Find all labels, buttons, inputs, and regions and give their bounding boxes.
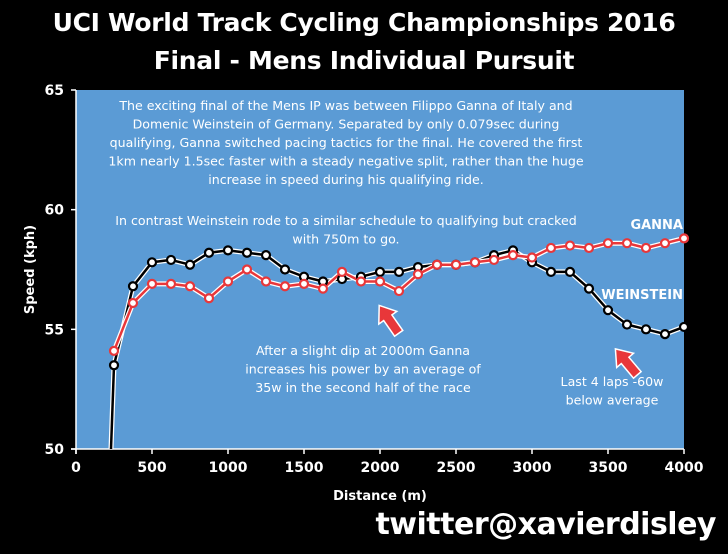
y-tick-label: 65 bbox=[45, 83, 64, 99]
ganna-point bbox=[260, 276, 272, 287]
annotation-intro: 1km nearly 1.5sec faster with a steady n… bbox=[108, 154, 583, 169]
annotation-laps: below average bbox=[566, 393, 659, 408]
annotation-dip: After a slight dip at 2000m Ganna bbox=[256, 343, 470, 358]
weinstein-point bbox=[678, 321, 690, 333]
x-tick-label: 3500 bbox=[589, 460, 628, 476]
chart-title-line1: UCI World Track Cycling Championships 20… bbox=[52, 8, 676, 37]
x-tick-label: 1000 bbox=[209, 460, 248, 476]
x-tick-label: 0 bbox=[71, 460, 81, 476]
weinstein-point bbox=[374, 266, 386, 277]
weinstein-point bbox=[545, 266, 557, 277]
ganna-point bbox=[336, 266, 348, 277]
annotation-intro: qualifying, Ganna switched pacing tactic… bbox=[110, 135, 583, 150]
y-axis-label: Speed (kph) bbox=[23, 225, 38, 314]
annotation-intro: Domenic Weinstein of Germany. Separated … bbox=[133, 117, 560, 132]
annotation-laps: Last 4 laps -60w bbox=[561, 374, 664, 389]
ganna-point bbox=[678, 233, 690, 244]
ganna-point bbox=[412, 269, 424, 280]
weinstein-point bbox=[260, 250, 272, 261]
x-axis-label: Distance (m) bbox=[333, 489, 427, 504]
x-tick-label: 500 bbox=[137, 460, 166, 476]
ganna-point bbox=[374, 276, 386, 287]
ganna-point bbox=[545, 242, 557, 254]
credit-text: twitter@xavierdisley bbox=[375, 507, 716, 542]
chart-title-line2: Final - Mens Individual Pursuit bbox=[153, 46, 575, 75]
ganna-point bbox=[222, 276, 234, 287]
ganna-point bbox=[146, 278, 158, 289]
weinstein-point bbox=[241, 247, 253, 258]
y-tick-label: 50 bbox=[45, 442, 65, 458]
ganna-point bbox=[127, 297, 139, 309]
annotation-intro: The exciting final of the Mens IP was be… bbox=[118, 98, 572, 113]
annotation-contrast: with 750m to go. bbox=[292, 232, 399, 247]
ganna-point bbox=[469, 257, 481, 268]
arrow-laps-icon bbox=[614, 347, 643, 380]
annotation-intro: increase in speed during his qualifying … bbox=[208, 172, 484, 187]
x-tick-label: 1500 bbox=[285, 460, 324, 476]
label-weinstein: WEINSTEIN bbox=[601, 288, 683, 303]
ganna-point bbox=[431, 259, 443, 270]
y-tick-label: 60 bbox=[45, 203, 65, 219]
weinstein-point bbox=[640, 324, 652, 335]
weinstein-point bbox=[602, 305, 614, 316]
ganna-point bbox=[488, 254, 500, 266]
weinstein-point bbox=[564, 266, 576, 277]
weinstein-point bbox=[184, 259, 196, 270]
weinstein-point bbox=[222, 245, 234, 256]
weinstein-point bbox=[583, 283, 595, 294]
axes: 0 500 1000 1500 2000 2500 3000 3500 4000 50 55 60 65… bbox=[23, 83, 704, 504]
ganna-point bbox=[526, 252, 538, 263]
weinstein-point bbox=[203, 247, 215, 258]
ganna-point bbox=[393, 285, 405, 297]
x-tick-label: 2500 bbox=[437, 460, 476, 476]
ganna-point bbox=[203, 293, 215, 304]
ganna-point bbox=[659, 238, 671, 249]
series-markers bbox=[108, 233, 690, 371]
weinstein-point bbox=[393, 266, 405, 277]
ganna-point bbox=[621, 238, 633, 249]
ganna-point bbox=[564, 240, 576, 251]
x-tick-label: 2000 bbox=[361, 460, 400, 476]
annotation-dip: 35w in the second half of the race bbox=[255, 380, 471, 395]
ganna-point bbox=[640, 242, 652, 254]
ganna-point bbox=[583, 242, 595, 254]
ganna-point bbox=[355, 276, 367, 287]
ganna-point bbox=[184, 281, 196, 292]
weinstein-point bbox=[659, 329, 671, 340]
annotations: The exciting final of the Mens IP was be… bbox=[108, 98, 683, 408]
x-tick-label: 3000 bbox=[513, 460, 552, 476]
ganna-point bbox=[317, 283, 329, 294]
annotation-contrast: In contrast Weinstein rode to a similar … bbox=[115, 213, 576, 228]
weinstein-point bbox=[108, 360, 120, 371]
weinstein-point bbox=[165, 254, 177, 266]
ganna-point bbox=[279, 281, 291, 292]
ganna-point bbox=[450, 259, 462, 270]
ganna-point bbox=[602, 238, 614, 249]
arrow-dip-icon bbox=[378, 304, 404, 338]
ganna-point bbox=[241, 264, 253, 275]
weinstein-point bbox=[127, 281, 139, 292]
weinstein-point bbox=[146, 257, 158, 268]
ganna-point bbox=[165, 278, 177, 289]
y-tick-label: 55 bbox=[45, 322, 64, 338]
annotation-dip: increases his power by an average of bbox=[245, 362, 481, 377]
ganna-point bbox=[108, 345, 120, 356]
x-tick-label: 4000 bbox=[665, 460, 704, 476]
weinstein-point bbox=[279, 264, 291, 275]
label-ganna: GANNA bbox=[630, 218, 683, 233]
ganna-point bbox=[507, 250, 519, 261]
weinstein-point bbox=[621, 319, 633, 330]
ganna-point bbox=[298, 278, 310, 289]
